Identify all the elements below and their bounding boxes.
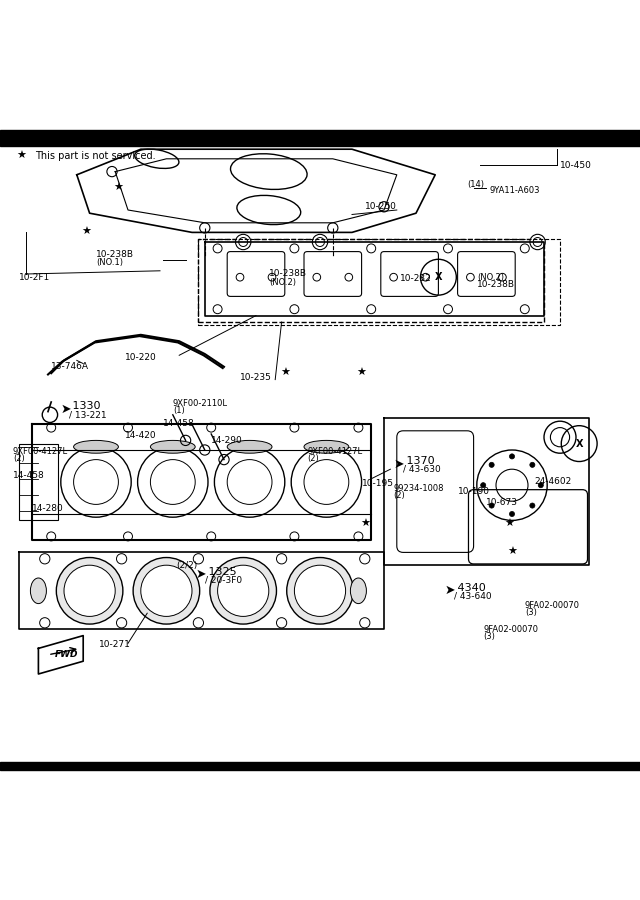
Circle shape	[530, 463, 535, 467]
Text: 10-238B: 10-238B	[269, 269, 307, 278]
Circle shape	[530, 503, 535, 508]
Circle shape	[133, 557, 200, 624]
Circle shape	[530, 234, 545, 249]
Text: X: X	[575, 438, 583, 448]
Ellipse shape	[31, 578, 46, 604]
Text: 24-4602: 24-4602	[534, 478, 572, 487]
Text: (NO.2): (NO.2)	[477, 273, 504, 282]
Text: / 43-640: / 43-640	[454, 591, 492, 600]
Circle shape	[509, 511, 515, 517]
Ellipse shape	[351, 578, 367, 604]
Circle shape	[287, 557, 353, 624]
Circle shape	[141, 565, 192, 617]
Text: FWD: FWD	[54, 651, 78, 660]
Circle shape	[236, 234, 251, 249]
Text: 10-195: 10-195	[362, 479, 394, 488]
Text: 9FA02-00070: 9FA02-00070	[483, 625, 538, 634]
Bar	[0, 762, 640, 770]
Text: (2): (2)	[307, 454, 319, 463]
Circle shape	[210, 557, 276, 624]
Circle shape	[218, 565, 269, 617]
Text: (3): (3)	[525, 608, 537, 617]
Text: ★: ★	[280, 368, 290, 378]
Text: This part is not serviced.: This part is not serviced.	[35, 150, 156, 160]
Text: / 20-3F0: / 20-3F0	[205, 575, 242, 584]
Text: (14): (14)	[467, 180, 484, 189]
Text: 10-190: 10-190	[458, 487, 490, 496]
Text: (2): (2)	[13, 454, 24, 463]
Text: (NO.2): (NO.2)	[269, 278, 296, 287]
Text: ★: ★	[360, 518, 370, 528]
Text: (NO.1): (NO.1)	[96, 258, 123, 267]
Text: 10-250: 10-250	[365, 202, 397, 211]
Circle shape	[64, 565, 115, 617]
Bar	[0, 130, 640, 146]
Text: ★: ★	[504, 518, 514, 528]
Circle shape	[294, 565, 346, 617]
Text: 10-2F1: 10-2F1	[19, 273, 51, 282]
Circle shape	[481, 482, 486, 488]
Text: ★: ★	[81, 228, 92, 238]
Ellipse shape	[150, 440, 195, 454]
Ellipse shape	[227, 440, 272, 454]
Text: 10-238B: 10-238B	[96, 250, 134, 259]
Text: 14-458: 14-458	[13, 471, 45, 480]
Text: 10-232: 10-232	[400, 274, 432, 283]
Text: / 43-630: / 43-630	[403, 464, 441, 473]
Circle shape	[489, 503, 494, 508]
Text: 14-280: 14-280	[32, 504, 64, 513]
Text: 9YA11-A603: 9YA11-A603	[490, 186, 540, 195]
Text: 14-420: 14-420	[125, 431, 156, 440]
Text: (3): (3)	[483, 632, 495, 641]
Text: 10-235: 10-235	[240, 374, 272, 382]
Text: ➤: ➤	[195, 568, 205, 581]
Text: 9XF00-2110L: 9XF00-2110L	[173, 399, 228, 408]
Text: X: X	[435, 272, 442, 283]
Text: ★: ★	[16, 150, 26, 160]
Text: 14-290: 14-290	[211, 436, 243, 445]
Text: (1): (1)	[173, 406, 184, 415]
Text: 10-450: 10-450	[560, 161, 592, 170]
Text: 1325: 1325	[205, 567, 236, 577]
Ellipse shape	[74, 440, 118, 454]
Text: 9XF00-4127L: 9XF00-4127L	[13, 446, 68, 455]
Text: ★: ★	[113, 183, 124, 193]
Text: 9FA02-00070: 9FA02-00070	[525, 601, 580, 610]
Text: (2): (2)	[394, 491, 405, 500]
Text: / 13-221: / 13-221	[69, 410, 107, 419]
Text: ➤: ➤	[445, 584, 455, 598]
Circle shape	[489, 463, 494, 467]
Text: 10-220: 10-220	[125, 353, 157, 362]
Text: 9XF00-4127L: 9XF00-4127L	[307, 446, 362, 455]
Circle shape	[509, 454, 515, 459]
Circle shape	[312, 234, 328, 249]
Text: ➤: ➤	[61, 403, 71, 416]
Text: 10-673: 10-673	[486, 498, 518, 507]
Text: 13-746A: 13-746A	[51, 363, 89, 372]
Circle shape	[538, 482, 543, 488]
Text: 1330: 1330	[69, 401, 100, 411]
Ellipse shape	[304, 440, 349, 454]
Text: 99234-1008: 99234-1008	[394, 484, 444, 493]
Text: 10-271: 10-271	[99, 640, 131, 649]
Circle shape	[56, 557, 123, 624]
Text: 14-458: 14-458	[163, 418, 195, 427]
Text: 10-238B: 10-238B	[477, 281, 515, 290]
Text: ➤: ➤	[394, 457, 404, 471]
Text: ★: ★	[356, 368, 367, 378]
Text: ★: ★	[507, 547, 517, 557]
Text: 4340: 4340	[454, 582, 486, 592]
Text: (2/2): (2/2)	[176, 561, 197, 570]
Text: 1370: 1370	[403, 456, 435, 466]
